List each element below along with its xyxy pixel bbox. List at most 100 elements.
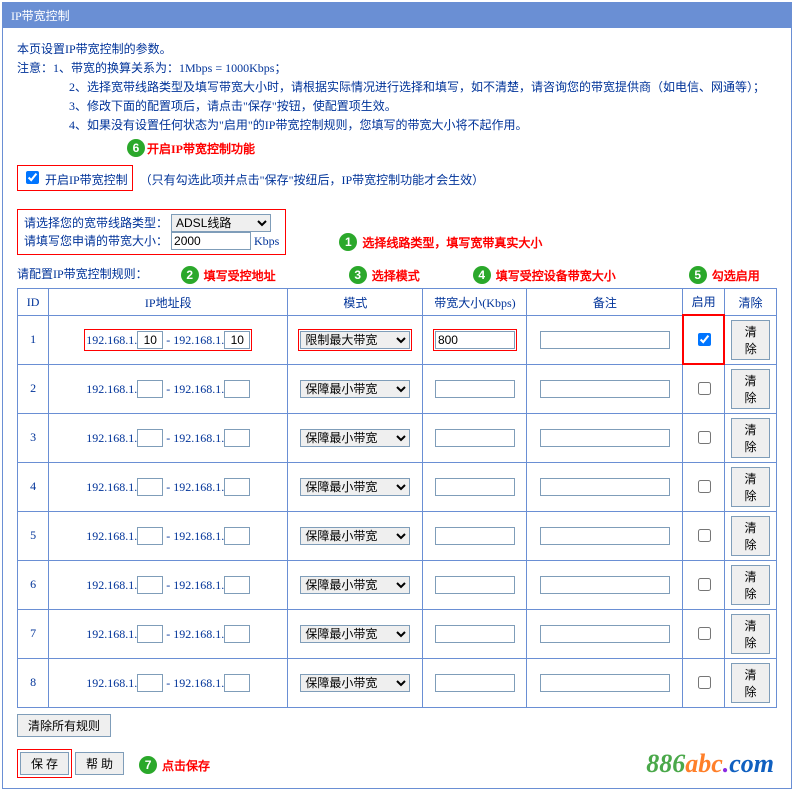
cell-bandwidth [423,462,527,511]
enable-row-checkbox[interactable] [698,480,711,493]
clear-row-button[interactable]: 清除 [731,516,770,556]
mode-select[interactable]: 保障最小带宽 [300,625,410,643]
mode-select[interactable]: 保障最小带宽 [300,576,410,594]
cell-clear: 清除 [724,315,776,364]
enable-row-checkbox[interactable] [698,676,711,689]
cell-ip: 192.168.1. - 192.168.1. [49,364,288,413]
ip-start-input[interactable] [137,576,163,594]
note-input[interactable] [540,429,670,447]
ip-start-input[interactable] [137,527,163,545]
ip-end-input[interactable] [224,625,250,643]
ip-start-input[interactable] [137,429,163,447]
cell-mode: 保障最小带宽 [288,364,423,413]
ip-start-input[interactable] [137,331,163,349]
ip-start-input[interactable] [137,625,163,643]
cell-clear: 清除 [724,462,776,511]
bandwidth-input[interactable] [435,478,515,496]
cell-id: 2 [18,364,49,413]
bandwidth-input[interactable] [435,527,515,545]
line-type-select[interactable]: ADSL线路 [171,214,271,232]
cell-enable [683,315,725,364]
panel-title: IP带宽控制 [3,3,791,28]
table-row: 4192.168.1. - 192.168.1.保障最小带宽清除 [18,462,777,511]
bandwidth-input[interactable] [435,576,515,594]
mode-select[interactable]: 保障最小带宽 [300,478,410,496]
bandwidth-input[interactable] [435,331,515,349]
help-button[interactable]: 帮 助 [75,752,124,775]
cell-enable [683,364,725,413]
enable-row-checkbox[interactable] [698,627,711,640]
col-clear: 清除 [724,289,776,316]
clear-row-button[interactable]: 清除 [731,320,770,360]
clear-row-button[interactable]: 清除 [731,467,770,507]
cell-enable [683,413,725,462]
note-input[interactable] [540,674,670,692]
bandwidth-input[interactable] [435,380,515,398]
enable-row-checkbox[interactable] [698,529,711,542]
ip-start-input[interactable] [137,674,163,692]
table-row: 7192.168.1. - 192.168.1.保障最小带宽清除 [18,609,777,658]
annotation-marker-6: 6 [127,139,145,157]
ip-end-input[interactable] [224,478,250,496]
clear-row-button[interactable]: 清除 [731,369,770,409]
ip-end-input[interactable] [224,429,250,447]
cell-ip: 192.168.1. - 192.168.1. [49,511,288,560]
enable-row-checkbox[interactable] [698,333,711,346]
ip-end-input[interactable] [224,674,250,692]
note-input[interactable] [540,478,670,496]
col-enable: 启用 [683,289,725,316]
enable-bandwidth-checkbox[interactable] [26,171,39,184]
ip-end-input[interactable] [224,527,250,545]
ip-start-input[interactable] [137,478,163,496]
mode-select[interactable]: 保障最小带宽 [300,380,410,398]
note-input[interactable] [540,331,670,349]
mode-select[interactable]: 保障最小带宽 [300,429,410,447]
enable-row-checkbox[interactable] [698,431,711,444]
mode-select[interactable]: 保障最小带宽 [300,527,410,545]
bandwidth-input[interactable] [435,625,515,643]
mode-select[interactable]: 限制最大带宽 [300,331,410,349]
enable-row-checkbox[interactable] [698,578,711,591]
clear-row-button[interactable]: 清除 [731,614,770,654]
note-input[interactable] [540,527,670,545]
cell-note [527,511,683,560]
ip-end-input[interactable] [224,576,250,594]
notice-label: 注意： [17,61,53,75]
cell-enable [683,462,725,511]
note-input[interactable] [540,380,670,398]
annotation-marker-5: 5 [689,266,707,284]
bandwidth-input[interactable] [435,674,515,692]
notice-4: 4、如果没有设置任何状态为"启用"的IP带宽控制规则，您填写的带宽大小将不起作用… [17,116,777,133]
note-input[interactable] [540,625,670,643]
cell-mode: 保障最小带宽 [288,511,423,560]
rules-table: ID IP地址段 模式 带宽大小(Kbps) 备注 启用 清除 1192.168… [17,288,777,708]
cell-id: 4 [18,462,49,511]
cell-id: 1 [18,315,49,364]
clear-row-button[interactable]: 清除 [731,418,770,458]
col-bw: 带宽大小(Kbps) [423,289,527,316]
cell-enable [683,609,725,658]
clear-all-button[interactable]: 清除所有规则 [17,714,111,737]
cell-bandwidth [423,413,527,462]
note-input[interactable] [540,576,670,594]
clear-row-button[interactable]: 清除 [731,663,770,703]
cell-ip: 192.168.1. - 192.168.1. [49,658,288,707]
cell-clear: 清除 [724,364,776,413]
bandwidth-unit: Kbps [254,234,279,248]
intro-text: 本页设置IP带宽控制的参数。 注意：1、带宽的换算关系为：1Mbps = 100… [17,40,777,133]
bandwidth-size-input[interactable] [171,232,251,250]
mode-select[interactable]: 保障最小带宽 [300,674,410,692]
clear-row-button[interactable]: 清除 [731,565,770,605]
cell-enable [683,658,725,707]
intro-line1: 本页设置IP带宽控制的参数。 [17,40,777,57]
enable-row-checkbox[interactable] [698,382,711,395]
ip-end-input[interactable] [224,331,250,349]
ip-end-input[interactable] [224,380,250,398]
save-button[interactable]: 保 存 [20,752,69,775]
cell-note [527,658,683,707]
annotation-label-6: 开启IP带宽控制功能 [147,142,255,156]
enable-bandwidth-label[interactable]: 开启IP带宽控制 [45,173,128,187]
ip-start-input[interactable] [137,380,163,398]
bandwidth-input[interactable] [435,429,515,447]
cell-bandwidth [423,609,527,658]
